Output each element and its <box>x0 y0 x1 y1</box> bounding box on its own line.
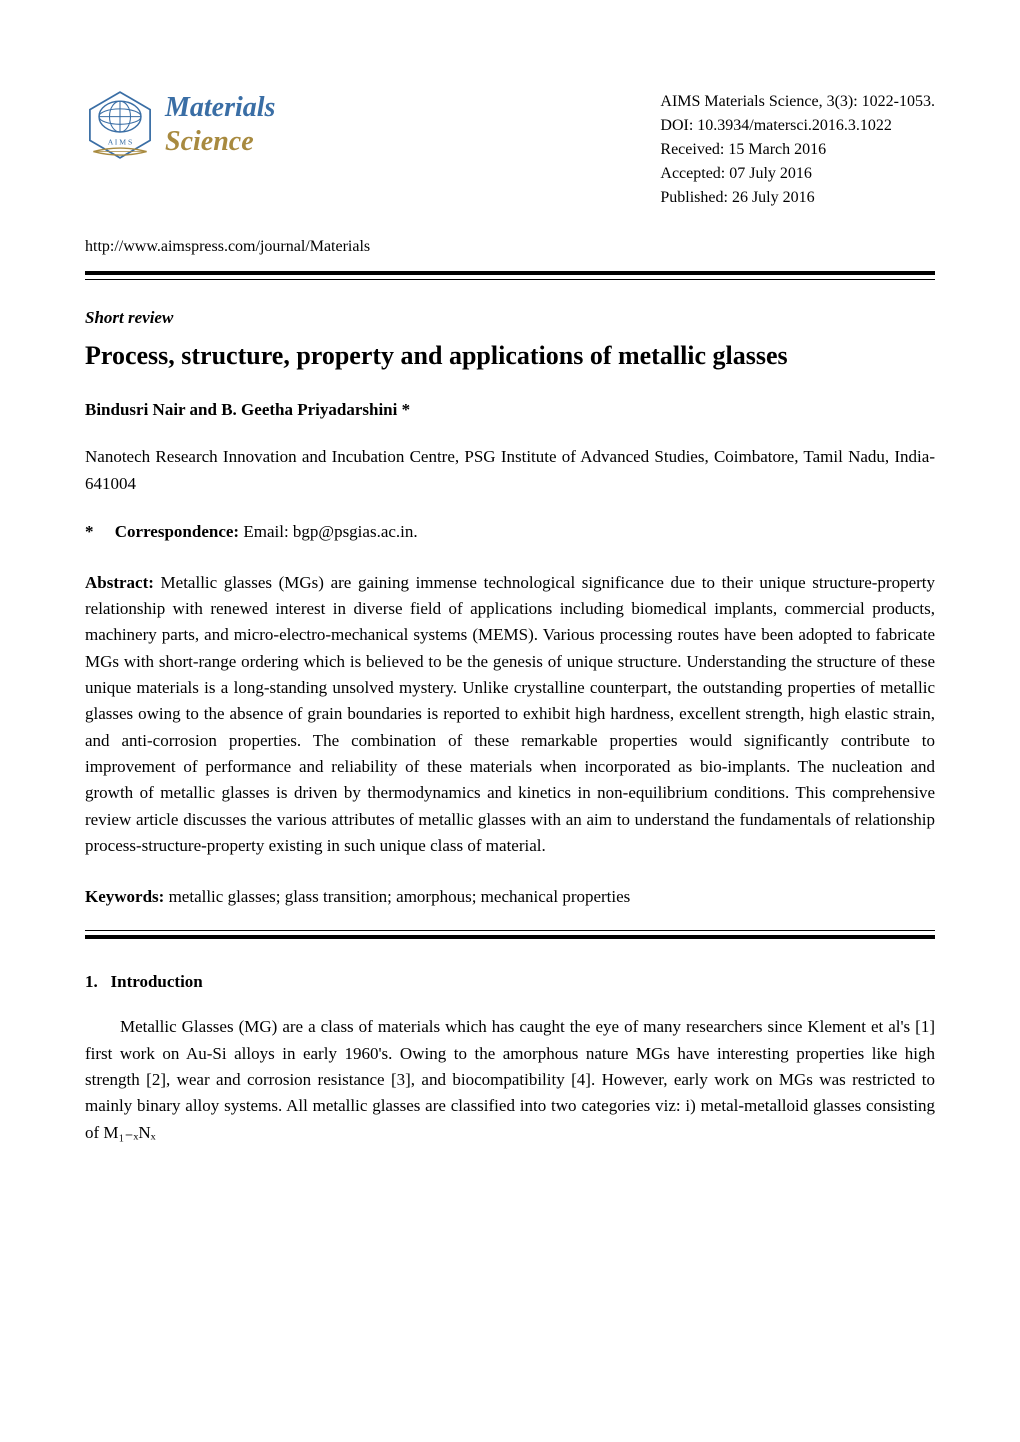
logo-text: Materials Science <box>165 91 275 158</box>
received-date: Received: 15 March 2016 <box>660 138 935 162</box>
keywords-label: Keywords: <box>85 887 164 906</box>
accepted-date: Accepted: 07 July 2016 <box>660 162 935 186</box>
logo-text-science: Science <box>165 125 275 159</box>
correspondence-label: Correspondence: <box>115 522 239 541</box>
article-type: Short review <box>85 305 935 331</box>
keywords-text: metallic glasses; glass transition; amor… <box>164 887 630 906</box>
keywords-block: Keywords: metallic glasses; glass transi… <box>85 884 935 910</box>
abstract-text: Metallic glasses (MGs) are gaining immen… <box>85 573 935 855</box>
divider-thick-top <box>85 271 935 275</box>
article-metadata: AIMS Materials Science, 3(3): 1022-1053.… <box>660 90 935 210</box>
published-date: Published: 26 July 2016 <box>660 186 935 210</box>
article-title: Process, structure, property and applica… <box>85 339 935 373</box>
doi-text: DOI: 10.3934/matersci.2016.3.1022 <box>660 114 935 138</box>
affiliation-text: Nanotech Research Innovation and Incubat… <box>85 443 935 497</box>
intro-paragraph: Metallic Glasses (MG) are a class of mat… <box>85 1014 935 1146</box>
correspondence-line: * Correspondence: Email: bgp@psgias.ac.i… <box>85 519 935 545</box>
section-number: 1. <box>85 972 98 991</box>
correspondence-marker: * <box>85 522 94 541</box>
citation-text: AIMS Materials Science, 3(3): 1022-1053. <box>660 90 935 114</box>
divider-thin-top <box>85 279 935 280</box>
abstract-label: Abstract: <box>85 573 154 592</box>
logo-text-materials: Materials <box>165 91 275 125</box>
journal-url[interactable]: http://www.aimspress.com/journal/Materia… <box>85 235 935 259</box>
authors-line: Bindusri Nair and B. Geetha Priyadarshin… <box>85 397 935 423</box>
correspondence-text: Email: bgp@psgias.ac.in. <box>243 522 417 541</box>
journal-logo: A I M S Materials Science <box>85 90 275 160</box>
divider-thick-bottom <box>85 935 935 939</box>
globe-icon: A I M S <box>85 90 155 160</box>
section-heading-intro: 1. Introduction <box>85 969 935 995</box>
header-row: A I M S Materials Science AIMS Materials… <box>85 90 935 210</box>
divider-thin-bottom <box>85 930 935 931</box>
section-title: Introduction <box>111 972 203 991</box>
aims-label: A I M S <box>108 138 133 147</box>
abstract-block: Abstract: Metallic glasses (MGs) are gai… <box>85 570 935 860</box>
